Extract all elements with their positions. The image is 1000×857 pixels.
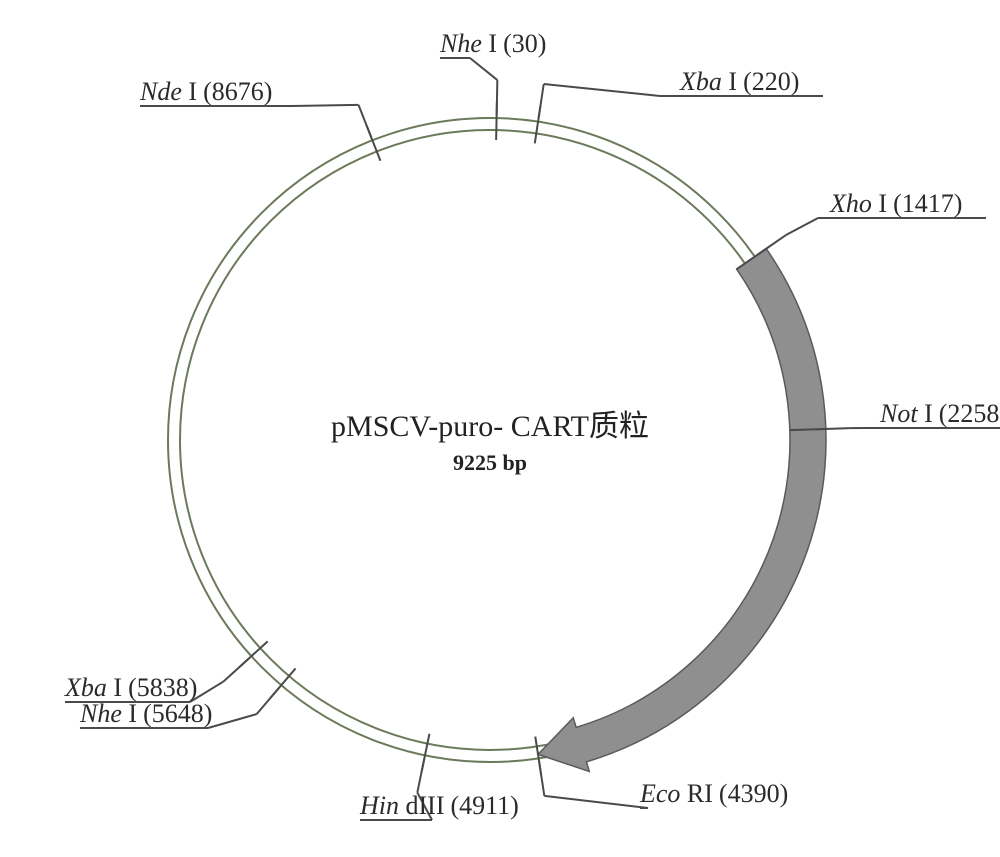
site-enzyme-name: Xba: [64, 673, 107, 702]
site-label: Nhe I(5648): [79, 699, 212, 728]
site-label: Not I(2258): [879, 399, 1000, 428]
site-enzyme-name: Hin: [359, 791, 399, 820]
site-enzyme-name: Nhe: [439, 29, 482, 58]
site-enzyme-roman: I: [918, 399, 933, 428]
site-enzyme-roman: I: [482, 29, 497, 58]
site-leader-radial: [757, 235, 786, 255]
site-position: (5648): [143, 699, 212, 728]
site-leader-radial: [539, 84, 544, 119]
site-position: (4390): [719, 779, 788, 808]
site-position: (2258): [939, 399, 1000, 428]
site-label: Hin dIII(4911): [359, 791, 519, 820]
site-label: Xba I(220): [679, 67, 799, 96]
site-position: (220): [743, 67, 799, 96]
site-label: Eco RI(4390): [639, 779, 788, 808]
site-leader-radial: [257, 687, 280, 714]
site-enzyme-roman: I: [107, 673, 122, 702]
site-enzyme-roman: I: [182, 77, 197, 106]
site-leader-elbow: [292, 105, 359, 106]
site-enzyme-roman: I: [122, 699, 137, 728]
feature-arc: [538, 249, 826, 772]
site-enzyme-name: Nde: [139, 77, 182, 106]
site-leader-radial: [417, 758, 424, 792]
site-position: (8676): [203, 77, 272, 106]
site-leader-elbow: [544, 796, 648, 808]
site-leader-elbow: [544, 84, 660, 96]
site-enzyme-roman: I: [722, 67, 737, 96]
plasmid-name: pMSCV-puro- CART质粒: [331, 410, 649, 443]
plasmid-size: 9225 bp: [453, 450, 527, 475]
site-enzyme-name: Nhe: [79, 699, 122, 728]
site-leader-elbow: [208, 714, 257, 728]
site-enzyme-name: Xho: [829, 189, 872, 218]
site-enzyme-name: Eco: [639, 779, 680, 808]
site-leader-radial: [359, 105, 372, 138]
site-label: Nhe I(30): [439, 29, 546, 58]
site-label: Nde I(8676): [139, 77, 272, 106]
site-label: Xba I(5838): [64, 673, 197, 702]
site-position: (1417): [893, 189, 962, 218]
site-leader-radial: [223, 658, 249, 681]
site-position: (4911): [450, 791, 518, 820]
site-label: Xho I(1417): [829, 189, 962, 218]
site-enzyme-roman: dIII: [399, 791, 444, 820]
site-position: (5838): [128, 673, 197, 702]
site-leader-elbow: [470, 58, 497, 80]
site-position: (30): [503, 29, 546, 58]
site-enzyme-name: Xba: [679, 67, 722, 96]
site-leader-elbow: [786, 218, 818, 235]
site-enzyme-name: Not: [879, 399, 918, 428]
site-leader-radial: [815, 428, 850, 429]
site-leader-radial: [497, 80, 498, 115]
site-enzyme-roman: I: [872, 189, 887, 218]
site-leader-radial: [539, 761, 544, 796]
site-enzyme-roman: RI: [680, 779, 713, 808]
